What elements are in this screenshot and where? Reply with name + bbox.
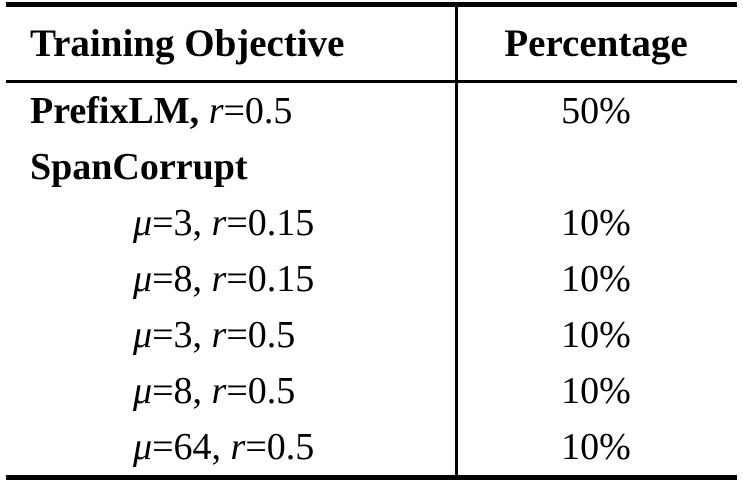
- mu-variable: μ: [133, 202, 153, 244]
- r-variable: r: [230, 426, 246, 468]
- objective-tail-text: =0.5: [245, 426, 315, 468]
- objective-tail-text: =0.15: [226, 258, 315, 300]
- training-objective-cell: SpanCorrupt: [6, 148, 455, 186]
- table-row-spancorrupt: SpanCorrupt: [6, 139, 737, 195]
- column-divider: [455, 7, 458, 475]
- percentage-cell: 10%: [561, 370, 631, 412]
- table-header-row: Training Objective Percentage: [6, 7, 737, 80]
- r-variable: r: [211, 314, 227, 356]
- table-body: PrefixLM, r=0.5 50% SpanCorrupt μ=3, r=0…: [6, 83, 737, 475]
- training-objective-cell: μ=3, r=0.5: [6, 316, 455, 354]
- bottom-rule: [6, 475, 737, 480]
- r-variable: r: [211, 258, 227, 300]
- training-objective-cell: μ=64, r=0.5: [6, 428, 455, 466]
- objective-bold-text: SpanCorrupt: [30, 146, 248, 188]
- top-rule: [6, 2, 737, 7]
- objective-tail-text: =0.5: [226, 314, 296, 356]
- r-variable: r: [208, 90, 224, 132]
- objective-tail-text: =0.15: [226, 202, 315, 244]
- objective-mid-text: =8,: [152, 258, 212, 300]
- percentage-cell: 10%: [561, 426, 631, 468]
- table-row-mu8-r015: μ=8, r=0.15 10%: [6, 251, 737, 307]
- table-row-mu8-r05: μ=8, r=0.5 10%: [6, 363, 737, 419]
- percentage-cell: 50%: [561, 90, 631, 132]
- mu-variable: μ: [133, 314, 153, 356]
- training-objective-cell: μ=8, r=0.5: [6, 372, 455, 410]
- column-header-training-objective: Training Objective: [30, 22, 345, 65]
- objective-bold-text: PrefixLM,: [30, 90, 200, 132]
- objective-tail-text: =0.5: [223, 90, 293, 132]
- percentage-cell: 10%: [561, 202, 631, 244]
- objective-mid-text: =3,: [152, 314, 212, 356]
- objective-mid-text: =3,: [152, 202, 212, 244]
- percentage-cell: 10%: [561, 314, 631, 356]
- objective-mid-text: [199, 90, 209, 132]
- r-variable: r: [211, 370, 227, 412]
- table-row-mu64-r05: μ=64, r=0.5 10%: [6, 419, 737, 475]
- r-variable: r: [211, 202, 227, 244]
- paper-table: Training Objective Percentage PrefixLM, …: [6, 2, 737, 480]
- table-row-prefixlm: PrefixLM, r=0.5 50%: [6, 83, 737, 139]
- mu-variable: μ: [133, 426, 153, 468]
- mu-variable: μ: [133, 258, 153, 300]
- table-row-mu3-r015: μ=3, r=0.15 10%: [6, 195, 737, 251]
- training-objective-cell: μ=8, r=0.15: [6, 260, 455, 298]
- objective-mid-text: =8,: [152, 370, 212, 412]
- percentage-cell: 10%: [561, 258, 631, 300]
- training-objective-cell: PrefixLM, r=0.5: [6, 92, 455, 130]
- training-objective-cell: μ=3, r=0.15: [6, 204, 455, 242]
- column-header-percentage: Percentage: [504, 22, 688, 65]
- header-rule: [6, 80, 737, 83]
- objective-mid-text: =64,: [152, 426, 231, 468]
- table-row-mu3-r05: μ=3, r=0.5 10%: [6, 307, 737, 363]
- mu-variable: μ: [133, 370, 153, 412]
- objective-tail-text: =0.5: [226, 370, 296, 412]
